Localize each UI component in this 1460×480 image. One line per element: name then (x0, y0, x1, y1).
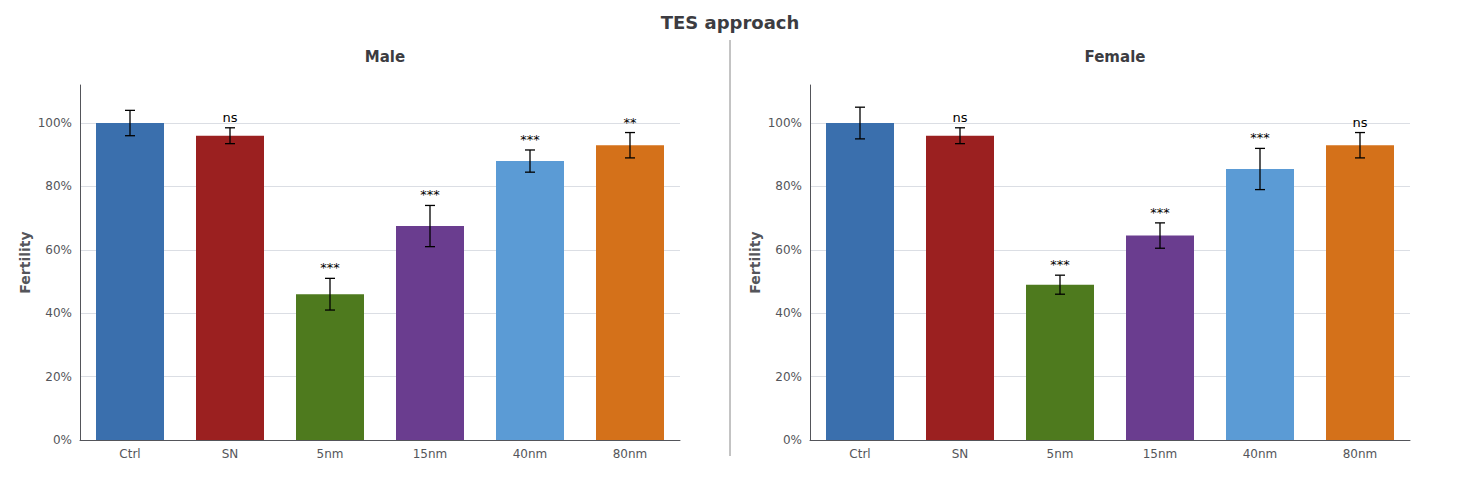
svg-text:15nm: 15nm (1143, 447, 1178, 461)
svg-text:20%: 20% (45, 370, 72, 384)
svg-text:40%: 40% (775, 306, 802, 320)
svg-text:***: *** (1050, 257, 1070, 272)
svg-text:80%: 80% (775, 179, 802, 193)
svg-text:***: *** (520, 132, 540, 147)
svg-text:100%: 100% (38, 116, 72, 130)
svg-text:***: *** (1250, 130, 1270, 145)
svg-text:40%: 40% (45, 306, 72, 320)
svg-text:***: *** (420, 187, 440, 202)
svg-text:5nm: 5nm (317, 447, 344, 461)
svg-text:60%: 60% (775, 243, 802, 257)
svg-text:20%: 20% (775, 370, 802, 384)
svg-text:5nm: 5nm (1047, 447, 1074, 461)
svg-text:Female: Female (1085, 48, 1146, 66)
svg-text:40nm: 40nm (1243, 447, 1278, 461)
svg-text:***: *** (1150, 205, 1170, 220)
svg-text:80%: 80% (45, 179, 72, 193)
svg-text:0%: 0% (783, 433, 802, 447)
svg-text:Male: Male (365, 48, 405, 66)
svg-text:80nm: 80nm (613, 447, 648, 461)
svg-text:80nm: 80nm (1343, 447, 1378, 461)
svg-text:Ctrl: Ctrl (119, 447, 140, 461)
svg-text:SN: SN (222, 447, 239, 461)
svg-text:40nm: 40nm (513, 447, 548, 461)
svg-text:**: ** (624, 115, 638, 130)
svg-text:TES approach: TES approach (661, 12, 800, 33)
svg-text:ns: ns (952, 110, 967, 125)
svg-text:Fertility: Fertility (747, 231, 763, 293)
svg-text:100%: 100% (768, 116, 802, 130)
svg-text:60%: 60% (45, 243, 72, 257)
svg-text:Fertility: Fertility (17, 231, 33, 293)
svg-text:ns: ns (222, 110, 237, 125)
svg-text:15nm: 15nm (413, 447, 448, 461)
svg-text:***: *** (320, 260, 340, 275)
svg-text:Ctrl: Ctrl (849, 447, 870, 461)
svg-text:SN: SN (952, 447, 969, 461)
svg-text:0%: 0% (53, 433, 72, 447)
svg-text:ns: ns (1352, 115, 1367, 130)
